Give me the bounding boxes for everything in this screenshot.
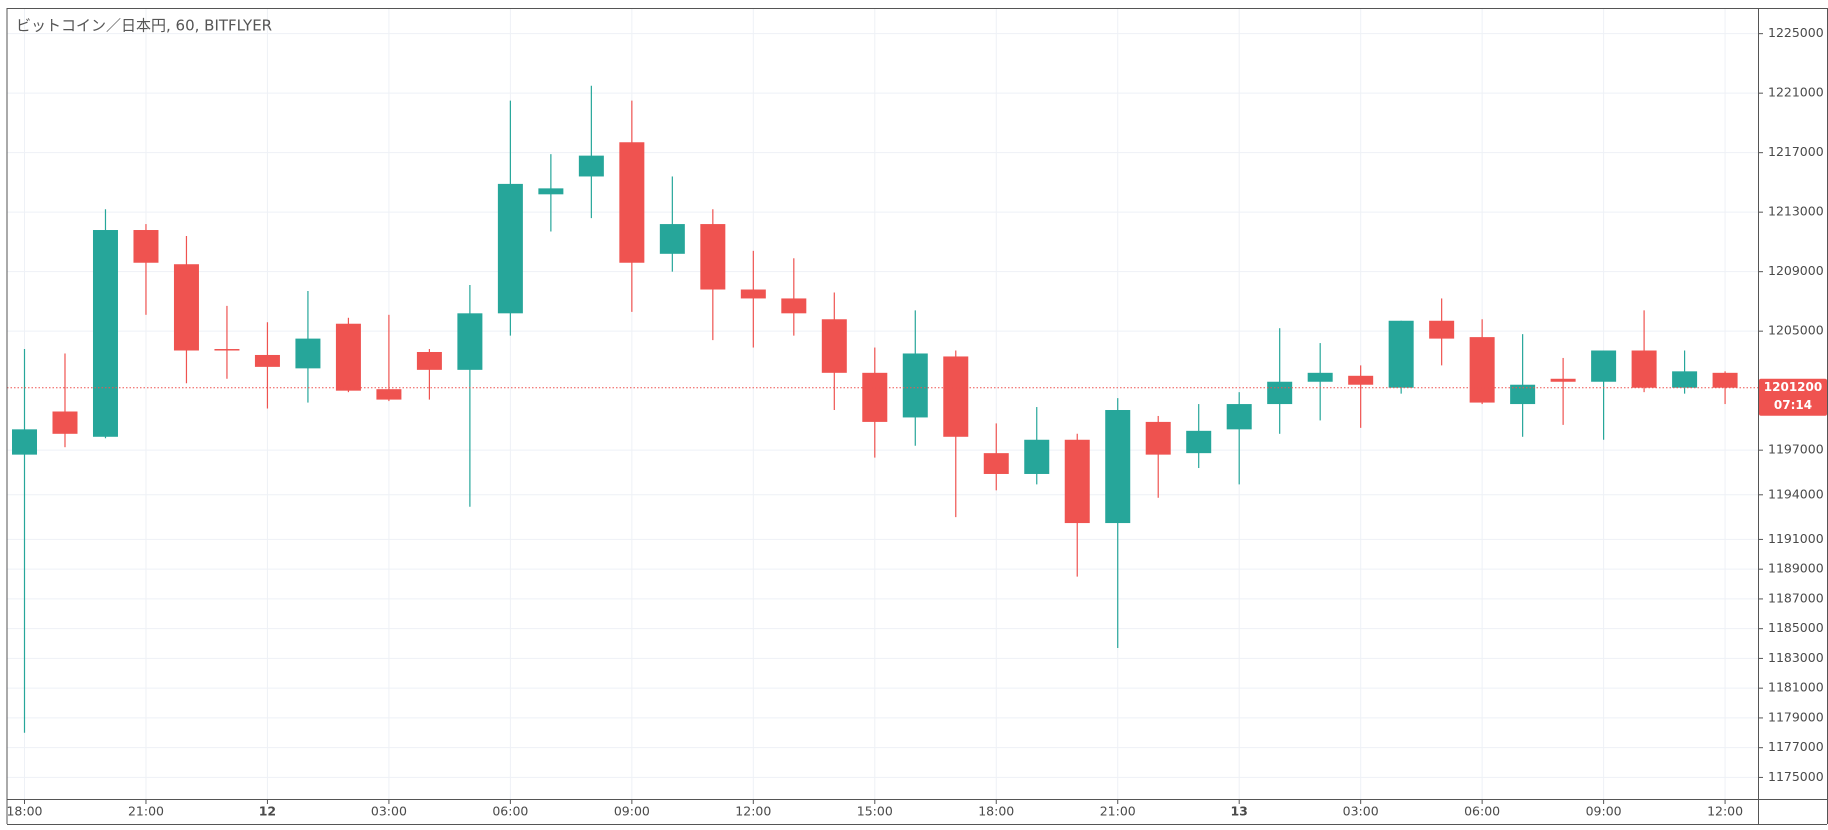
candle-body [1510, 384, 1536, 405]
x-tick-label: 06:00 [492, 804, 528, 819]
y-tick-label: 1209000 [1768, 263, 1824, 278]
candle-body [943, 356, 969, 437]
candle-body [1591, 350, 1617, 382]
y-tick-label: 1177000 [1768, 739, 1824, 754]
y-tick-label: 1175000 [1768, 769, 1824, 784]
candle-body [1631, 350, 1657, 388]
candle-body [578, 155, 604, 177]
x-tick-label: 06:00 [1464, 804, 1500, 819]
candle-body [12, 429, 37, 455]
candle-body [538, 188, 564, 195]
candle-body [1672, 371, 1698, 388]
chart-title: ビットコイン／日本円, 60, BITFLYER [16, 17, 272, 35]
candle-body [781, 298, 807, 314]
y-tick-label: 1205000 [1768, 323, 1824, 338]
candle-body [1429, 320, 1455, 339]
x-tick-label: 12:00 [735, 804, 771, 819]
x-tick-label: 13 [1230, 804, 1247, 819]
candle-body [376, 389, 402, 400]
candle-body [214, 349, 240, 351]
x-tick-label: 18:00 [6, 804, 42, 819]
y-tick-label: 1185000 [1768, 620, 1824, 635]
candle-body [416, 351, 442, 370]
x-tick-label: 15:00 [857, 804, 893, 819]
candle-body [497, 183, 523, 314]
candle-body [902, 353, 928, 418]
candle-body [295, 338, 321, 369]
candle-body [133, 230, 159, 263]
candle-body [1550, 378, 1576, 382]
y-tick-label: 1194000 [1768, 486, 1824, 501]
candle-body [1105, 410, 1131, 524]
candle-body [659, 224, 685, 254]
candle-body [1226, 404, 1252, 430]
y-tick-label: 1213000 [1768, 204, 1824, 219]
candles [12, 85, 1738, 733]
candle-body [92, 230, 118, 437]
y-tick-label: 1181000 [1768, 680, 1824, 695]
candle-body [254, 354, 280, 367]
y-tick-label: 1221000 [1768, 85, 1824, 100]
candle-body [52, 411, 78, 434]
candle-body [700, 224, 726, 290]
candle-body [173, 264, 199, 351]
y-tick-label: 1183000 [1768, 650, 1824, 665]
y-tick-label: 1225000 [1768, 25, 1824, 40]
y-tick-label: 1197000 [1768, 442, 1824, 457]
candle-body [1469, 337, 1495, 403]
candle-body [1388, 320, 1414, 388]
candle-body [1064, 439, 1090, 524]
y-tick-label: 1187000 [1768, 590, 1824, 605]
candle-body [983, 453, 1009, 474]
candle-body [862, 372, 888, 422]
x-tick-label: 03:00 [1343, 804, 1379, 819]
y-tick-label: 1179000 [1768, 709, 1824, 724]
candle-body [1348, 375, 1374, 385]
x-tick-label: 03:00 [371, 804, 407, 819]
candle-body [1186, 430, 1212, 454]
y-tick-label: 1189000 [1768, 561, 1824, 576]
candle-body [457, 313, 483, 370]
countdown-label: 07:14 [1774, 398, 1812, 412]
candle-body [740, 289, 766, 299]
candle-body [1267, 381, 1293, 405]
x-tick-label: 21:00 [1100, 804, 1136, 819]
x-tick-label: 18:00 [978, 804, 1014, 819]
candle-body [1024, 439, 1050, 474]
x-tick-label: 09:00 [1586, 804, 1622, 819]
last-price-label: 1201200 [1764, 380, 1822, 394]
x-tick-label: 12 [259, 804, 276, 819]
x-tick-label: 21:00 [128, 804, 164, 819]
candle-body [1307, 372, 1333, 382]
x-tick-label: 09:00 [614, 804, 650, 819]
candle-body [821, 319, 847, 373]
y-tick-label: 1191000 [1768, 531, 1824, 546]
x-tick-label: 12:00 [1707, 804, 1743, 819]
overlay: 1225000 1221000 1217000 1213000 1209000 12050… [6, 25, 1827, 819]
candle-body [335, 323, 361, 391]
grid [7, 8, 1758, 799]
candle-body [1145, 421, 1171, 455]
candle-body [619, 142, 645, 263]
y-tick-label: 1217000 [1768, 144, 1824, 159]
candle-body [1712, 372, 1738, 388]
last-price-box [1759, 378, 1827, 416]
